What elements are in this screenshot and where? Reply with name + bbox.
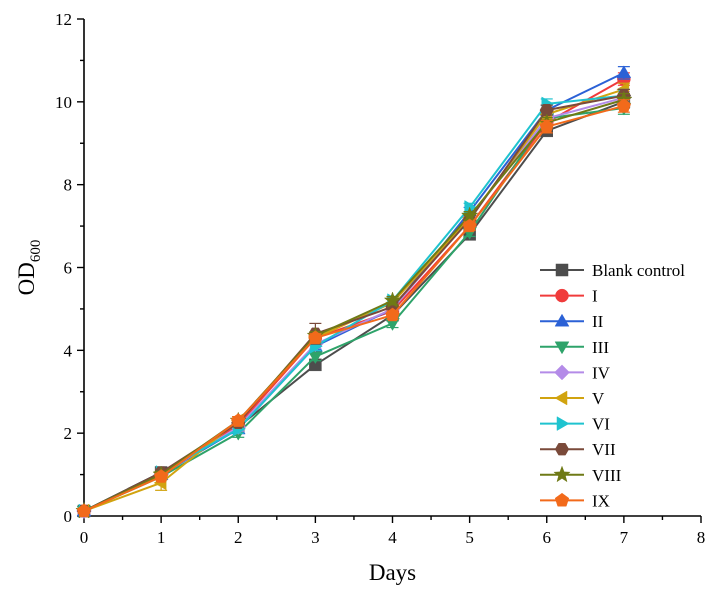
data-point	[308, 330, 323, 344]
legend-marker	[553, 465, 571, 483]
legend-item: Blank control	[540, 261, 685, 280]
legend-label: IV	[592, 363, 611, 382]
y-axis-title-main: OD	[14, 262, 39, 295]
legend-label: Blank control	[592, 261, 685, 280]
series-1	[77, 95, 631, 518]
series-layer	[75, 65, 633, 519]
legend-item: III	[540, 338, 609, 357]
x-tick-label: 3	[311, 528, 320, 547]
x-tick-label: 0	[80, 528, 89, 547]
data-point	[616, 98, 632, 113]
legend-marker	[554, 390, 568, 406]
legend-label: VIII	[592, 466, 622, 485]
legend-label: III	[592, 338, 609, 357]
legend-item: V	[540, 389, 605, 408]
legend-marker	[554, 492, 570, 507]
x-tick-label: 8	[697, 528, 706, 547]
legend-item: I	[540, 287, 598, 306]
legend-marker	[554, 364, 570, 381]
y-tick-label: 10	[55, 93, 72, 112]
series-4	[76, 101, 632, 519]
x-ticks: 0 1 2 3 4 5 6 7 8	[80, 516, 706, 547]
legend-item: VII	[540, 440, 616, 459]
data-point	[385, 307, 400, 322]
legend-label: IX	[592, 491, 610, 510]
series-line	[83, 98, 625, 512]
x-tick-label: 5	[465, 528, 474, 547]
legend-marker	[554, 313, 570, 327]
data-point	[462, 218, 477, 233]
data-point	[539, 119, 554, 133]
y-axis-title-subscript: 600	[28, 240, 44, 263]
y-tick-label: 12	[55, 10, 72, 29]
y-tick-label: 6	[64, 259, 73, 278]
legend-label: VI	[592, 415, 610, 434]
legend-marker	[554, 443, 570, 456]
x-tick-label: 7	[620, 528, 629, 547]
legend-item: IX	[540, 491, 610, 510]
legend-label: V	[592, 389, 605, 408]
x-axis-title: Days	[369, 560, 416, 585]
legend-label: II	[592, 312, 604, 331]
series-line	[83, 107, 625, 512]
data-point	[76, 503, 92, 518]
series-5	[76, 89, 632, 519]
legend-marker	[554, 341, 570, 355]
legend-item: IV	[540, 363, 611, 382]
data-point	[539, 103, 554, 117]
series-8	[76, 88, 631, 518]
y-tick-label: 4	[64, 341, 73, 360]
y-tick-label: 8	[64, 176, 73, 195]
x-tick-label: 6	[543, 528, 552, 547]
series-10	[76, 98, 632, 518]
y-axis-title: OD600	[14, 240, 44, 296]
data-point	[231, 413, 246, 427]
legend-marker	[556, 416, 570, 431]
legend-item: VI	[540, 415, 610, 434]
legend-item: II	[540, 312, 604, 331]
x-tick-label: 2	[234, 528, 243, 547]
y-ticks: 0 2 4 6 8 10 12	[55, 10, 84, 526]
series-9	[75, 90, 633, 519]
series-line	[83, 94, 625, 512]
legend-marker	[555, 263, 569, 277]
y-tick-label: 0	[64, 507, 73, 526]
x-tick-label: 4	[388, 528, 397, 547]
legend-label: VII	[592, 440, 616, 459]
series-line	[83, 71, 625, 512]
legend-label: I	[592, 287, 598, 306]
data-point	[153, 469, 169, 483]
legend-item: VIII	[540, 465, 622, 485]
legend-marker	[555, 288, 569, 303]
series-6	[76, 82, 630, 519]
y-tick-label: 2	[64, 424, 73, 443]
data-point	[383, 291, 402, 309]
data-point	[616, 65, 632, 79]
x-tick-label: 1	[157, 528, 166, 547]
series-line	[83, 105, 625, 512]
series-line	[83, 88, 625, 512]
series-7	[78, 88, 632, 519]
